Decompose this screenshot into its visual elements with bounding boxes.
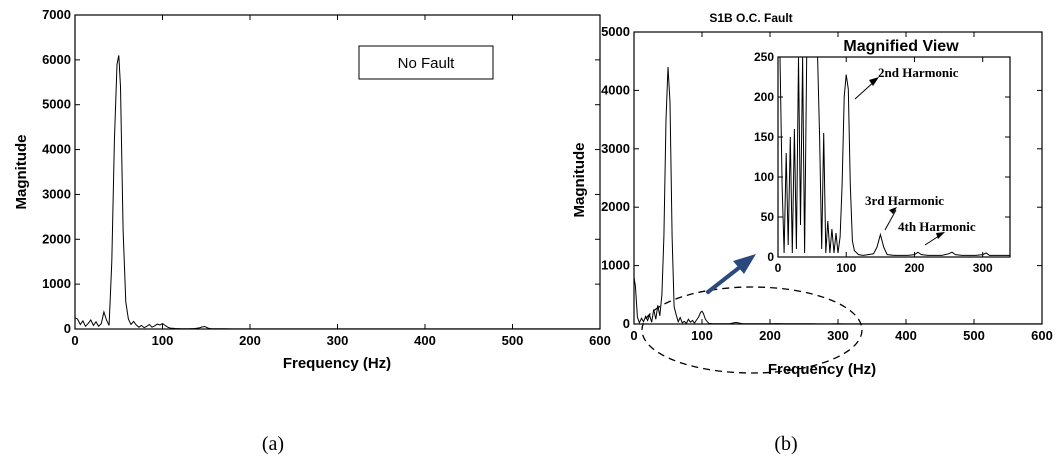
- inset-chart: Magnified View 0 50 100 150 200 250 0 100 200 30…: [754, 38, 1011, 275]
- inset-ytick-label: 200: [754, 90, 774, 104]
- panel-b-plot-frame: [633, 31, 1043, 325]
- inset-ytick-label: 150: [754, 130, 774, 144]
- panel-b-xtick-label: 300: [827, 328, 849, 343]
- panel-a-caption: (a): [262, 433, 284, 455]
- panel-a-ytick-label: 1000: [42, 276, 71, 291]
- panel-a: Magnitude 01000200030004000500060007000 …: [13, 7, 611, 455]
- panel-b-xlabel: Frequency (Hz): [768, 361, 876, 378]
- inset-ytick-label: 50: [761, 210, 775, 224]
- panel-a-ytick-label: 2000: [42, 231, 71, 246]
- inset-xticks: 0 100 200 300: [775, 57, 993, 275]
- panel-a-xtick-label: 300: [327, 333, 349, 348]
- panel-b-xtick-label: 100: [691, 328, 713, 343]
- highlight-ellipse: [641, 286, 863, 374]
- panel-a-ytick-label: 4000: [42, 142, 71, 157]
- panel-b-ytick-label: 5000: [601, 24, 630, 39]
- inset-series-line: [778, 56, 1010, 256]
- panel-b-ytick-label: 2000: [601, 199, 630, 214]
- panel-b-caption: (b): [774, 433, 797, 455]
- inset-xtick-label: 300: [973, 261, 993, 275]
- panel-b-xtick-label: 0: [630, 328, 637, 343]
- panel-a-yticks: 0 1000 2000 3000 4000 5000 6000 7000: [42, 7, 600, 336]
- panel-a-ytick-label: 3000: [42, 186, 71, 201]
- panel-b-ylabel: Magnitude: [571, 143, 588, 218]
- panel-a-legend-text: No Fault: [398, 55, 456, 72]
- inset-xtick-label: 200: [904, 261, 924, 275]
- inset-title: Magnified View: [843, 38, 959, 55]
- inset-ytick-label: 0: [767, 250, 774, 264]
- inset-xtick-label: 100: [836, 261, 856, 275]
- panel-a-xtick-label: 100: [152, 333, 174, 348]
- annotation-3rd-harmonic-text: 3rd Harmonic: [865, 193, 944, 208]
- panel-b-xtick-label: 200: [759, 328, 781, 343]
- panel-a-xticks: 0 100 200 300 400 500 600: [71, 15, 611, 348]
- panel-b-title: S1B O.C. Fault: [709, 11, 792, 25]
- inset-frame: [777, 56, 1011, 258]
- panel-a-ytick-label: 7000: [42, 7, 71, 22]
- inset-xtick-label: 0: [775, 261, 782, 275]
- panel-a-ytick-label: 5000: [42, 97, 71, 112]
- panel-a-xtick-label: 400: [414, 333, 436, 348]
- inset-ytick-label: 100: [754, 170, 774, 184]
- panel-b-xticks: 0 100 200 300 400 500 600: [630, 32, 1053, 343]
- annotation-4th-harmonic: 4th Harmonic: [898, 219, 976, 246]
- panel-a-plot-frame: [74, 14, 601, 330]
- annotation-4th-harmonic-text: 4th Harmonic: [898, 219, 976, 234]
- panel-a-series-line: [74, 55, 600, 330]
- panel-b: S1B O.C. Fault Magnitude 010002000300040…: [571, 11, 1053, 455]
- panel-b-ytick-label: 0: [623, 316, 630, 331]
- panel-b-ytick-label: 3000: [601, 141, 630, 156]
- panel-b-ytick-label: 1000: [601, 258, 630, 273]
- panel-b-xtick-label: 600: [1031, 328, 1053, 343]
- annotation-2nd-harmonic: 2nd Harmonic: [854, 65, 959, 100]
- panel-b-xtick-label: 400: [895, 328, 917, 343]
- inset-ytick-label: 250: [754, 50, 774, 64]
- annotation-3rd-harmonic: 3rd Harmonic: [865, 193, 944, 231]
- annotation-2nd-harmonic-text: 2nd Harmonic: [878, 65, 959, 80]
- panel-a-xlabel: Frequency (Hz): [283, 355, 391, 372]
- panel-a-xtick-label: 600: [589, 333, 611, 348]
- panel-a-ytick-label: 6000: [42, 52, 71, 67]
- panel-a-xtick-label: 0: [71, 333, 78, 348]
- panel-a-legend-box: [358, 45, 494, 80]
- panel-a-xtick-label: 200: [239, 333, 261, 348]
- panel-a-ytick-label: 0: [64, 321, 71, 336]
- panel-b-ytick-label: 4000: [601, 82, 630, 97]
- magnify-arrow: [706, 254, 756, 294]
- inset-yticks: 0 50 100 150 200 250: [754, 50, 1010, 264]
- panel-a-xtick-label: 500: [502, 333, 524, 348]
- panel-b-xtick-label: 500: [963, 328, 985, 343]
- panel-a-ylabel: Magnitude: [13, 135, 30, 210]
